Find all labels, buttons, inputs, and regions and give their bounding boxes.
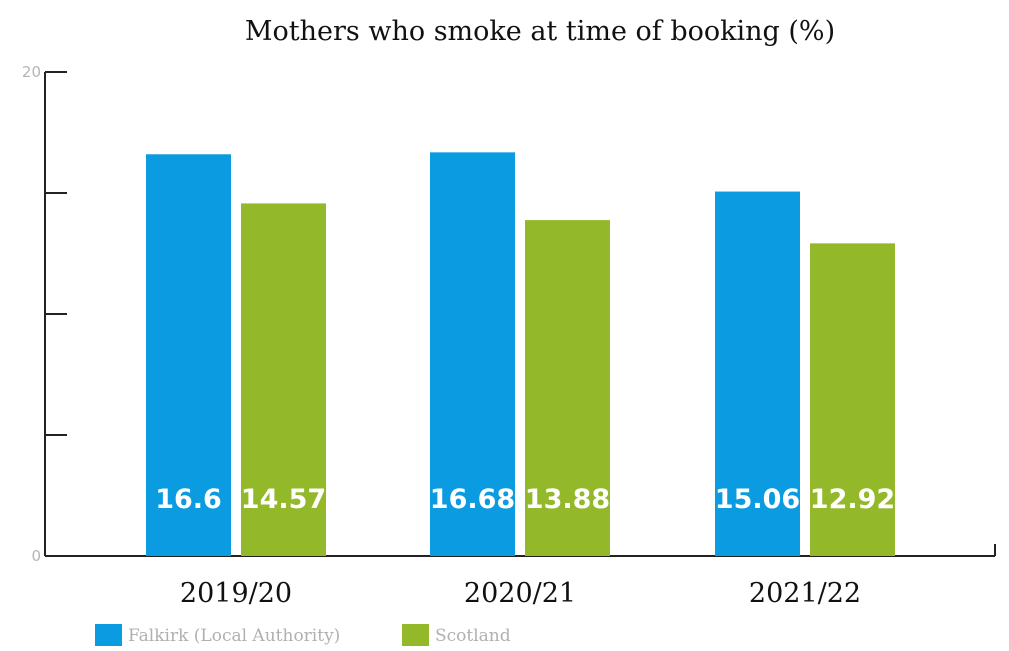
chart-title: Mothers who smoke at time of booking (%) xyxy=(245,16,835,47)
y-tick-label: 20 xyxy=(22,63,41,81)
bar-data-label: 12.92 xyxy=(810,484,895,515)
x-tick-label: 2021/22 xyxy=(749,578,861,609)
x-tick-label: 2019/20 xyxy=(180,578,292,609)
bar-data-label: 15.06 xyxy=(715,484,800,515)
bar xyxy=(241,203,326,556)
bar xyxy=(525,220,610,556)
legend-label: Falkirk (Local Authority) xyxy=(128,626,340,646)
bar xyxy=(146,154,231,556)
bar-data-label: 13.88 xyxy=(525,484,610,515)
y-tick-label: 0 xyxy=(31,547,41,565)
legend-swatch xyxy=(402,624,429,646)
bar xyxy=(430,152,515,556)
bar-data-label: 14.57 xyxy=(241,484,326,515)
data-labels: 16.6 14.57 16.68 13.88 15.06 12.92 xyxy=(155,484,895,515)
bar xyxy=(715,191,800,556)
legend-swatch xyxy=(95,624,122,646)
bar-data-label: 16.6 xyxy=(155,484,222,515)
bars xyxy=(146,152,895,556)
legend-label: Scotland xyxy=(435,626,511,646)
bar-data-label: 16.68 xyxy=(430,484,515,515)
x-tick-labels: 2019/20 2020/21 2021/22 xyxy=(180,578,861,609)
legend: Falkirk (Local Authority) Scotland xyxy=(95,624,511,646)
x-tick-label: 2020/21 xyxy=(464,578,576,609)
bar xyxy=(810,243,895,556)
